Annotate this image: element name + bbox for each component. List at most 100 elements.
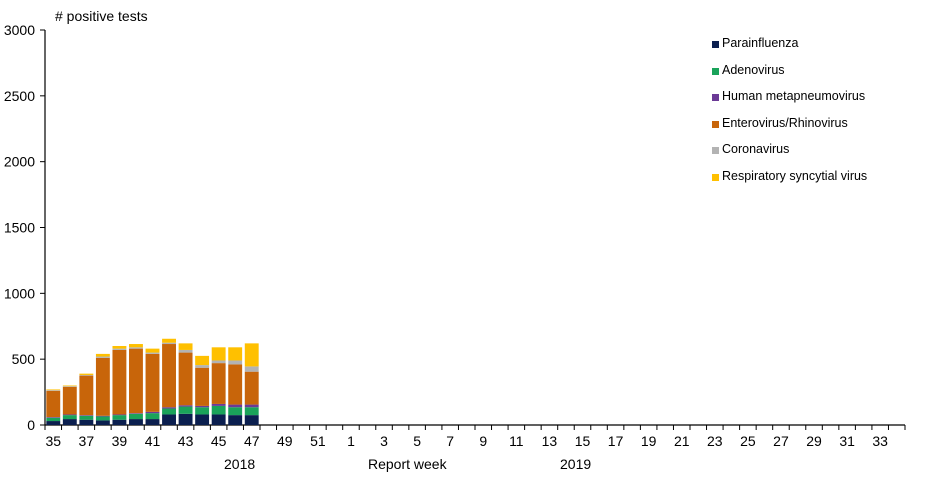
bar-segment — [178, 406, 193, 414]
x-tick-label: 31 — [839, 433, 855, 449]
bar-segment — [62, 386, 77, 415]
y-tick-label: 1500 — [4, 220, 35, 236]
bar-segment — [228, 404, 243, 408]
bar-segment — [129, 413, 143, 414]
bar-segment — [228, 415, 243, 425]
bar-segment — [46, 417, 61, 418]
x-tick-label: 25 — [740, 433, 756, 449]
bar-segment — [95, 356, 110, 358]
x-tick-label: 47 — [244, 433, 260, 449]
bar-segment — [129, 413, 143, 420]
bar-segment — [129, 347, 143, 349]
bar-segment — [228, 364, 243, 405]
bar-segment — [62, 386, 77, 387]
bar-segment — [195, 405, 210, 408]
bar-segment — [95, 420, 110, 425]
bar-segment — [46, 389, 61, 391]
legend-swatch-icon — [712, 173, 719, 181]
bar-segment — [79, 375, 94, 416]
bar-segment — [79, 419, 94, 425]
bar-segment — [211, 347, 226, 361]
year-label-2019: 2019 — [560, 456, 592, 472]
bar-segment — [62, 415, 77, 420]
bar-segment — [129, 419, 143, 425]
bar-segment — [178, 413, 193, 425]
x-tick-label: 35 — [45, 433, 61, 449]
bar-segment — [62, 419, 77, 425]
bar-segment — [145, 353, 160, 412]
bar-segment — [211, 405, 226, 415]
bar-segment — [79, 415, 94, 416]
bar-segment — [162, 342, 176, 345]
x-tick-label: 19 — [641, 433, 657, 449]
bar-segment — [62, 414, 77, 416]
bar-segment — [228, 407, 243, 416]
bar-segment — [244, 371, 259, 405]
bar-segment — [195, 414, 210, 425]
x-tick-label: 41 — [145, 433, 161, 449]
x-tick-label: 37 — [79, 433, 95, 449]
legend-label: Enterovirus/Rhinovirus — [722, 115, 848, 130]
bar-segment — [46, 417, 61, 422]
x-tick-label: 27 — [773, 433, 789, 449]
y-tick-label: 0 — [27, 417, 35, 433]
y-tick-label: 500 — [12, 351, 36, 367]
bar-segment — [46, 421, 61, 425]
bar-segment — [112, 415, 127, 420]
bar-segment — [112, 414, 127, 416]
x-tick-label: 5 — [413, 433, 421, 449]
legend-item-coronavirus: Coronavirus — [712, 142, 867, 169]
bar-segment — [162, 344, 176, 408]
y-tick-label: 3000 — [4, 22, 35, 38]
legend-item-rsv: Respiratory syncytial virus — [712, 169, 867, 196]
bar-segment — [95, 353, 110, 357]
bar-segment — [46, 390, 61, 418]
bar-segment — [228, 347, 243, 361]
x-tick-label: 15 — [575, 433, 591, 449]
bar-segment — [211, 403, 226, 406]
bar-segment — [95, 357, 110, 416]
y-axis-title: # positive tests — [55, 8, 148, 24]
x-tick-label: 13 — [542, 433, 558, 449]
bar-segment — [145, 411, 160, 414]
x-tick-label: 33 — [872, 433, 888, 449]
bar-segment — [228, 360, 243, 365]
x-tick-label: 45 — [211, 433, 227, 449]
x-tick-label: 9 — [479, 433, 487, 449]
bar-segment — [195, 355, 210, 366]
bar-segment — [244, 366, 259, 372]
bar-segment — [211, 360, 226, 364]
bar-segment — [244, 404, 259, 408]
bar-segment — [211, 363, 226, 404]
legend: Parainfluenza Adenovirus Human metapneum… — [712, 36, 867, 195]
legend-label: Adenovirus — [722, 62, 785, 77]
bar-segment — [195, 365, 210, 368]
legend-label: Respiratory syncytial virus — [722, 168, 868, 183]
legend-swatch-icon — [712, 147, 719, 154]
x-tick-label: 17 — [608, 433, 624, 449]
bar-segment — [112, 348, 127, 350]
legend-label: Parainfluenza — [722, 36, 799, 50]
legend-item-parainfluenza: Parainfluenza — [712, 36, 867, 63]
bar-segment — [95, 415, 110, 417]
x-tick-label: 1 — [347, 433, 355, 449]
legend-item-adenovirus: Adenovirus — [712, 63, 867, 90]
bar-segment — [178, 349, 193, 353]
x-tick-label: 43 — [178, 433, 194, 449]
x-tick-label: 39 — [112, 433, 128, 449]
x-tick-label: 23 — [707, 433, 723, 449]
x-tick-label: 7 — [446, 433, 454, 449]
bar-segment — [112, 346, 127, 349]
bar-segment — [145, 413, 160, 420]
x-axis-title: Report week — [368, 456, 447, 472]
bar-segment — [79, 374, 94, 376]
bar-segment — [195, 367, 210, 406]
x-tick-label: 49 — [277, 433, 293, 449]
bar-segment — [112, 349, 127, 415]
bar-segment — [178, 343, 193, 350]
bar-segment — [112, 419, 127, 425]
x-tick-label: 3 — [380, 433, 388, 449]
x-tick-label: 51 — [310, 433, 326, 449]
bar-segment — [145, 352, 160, 354]
